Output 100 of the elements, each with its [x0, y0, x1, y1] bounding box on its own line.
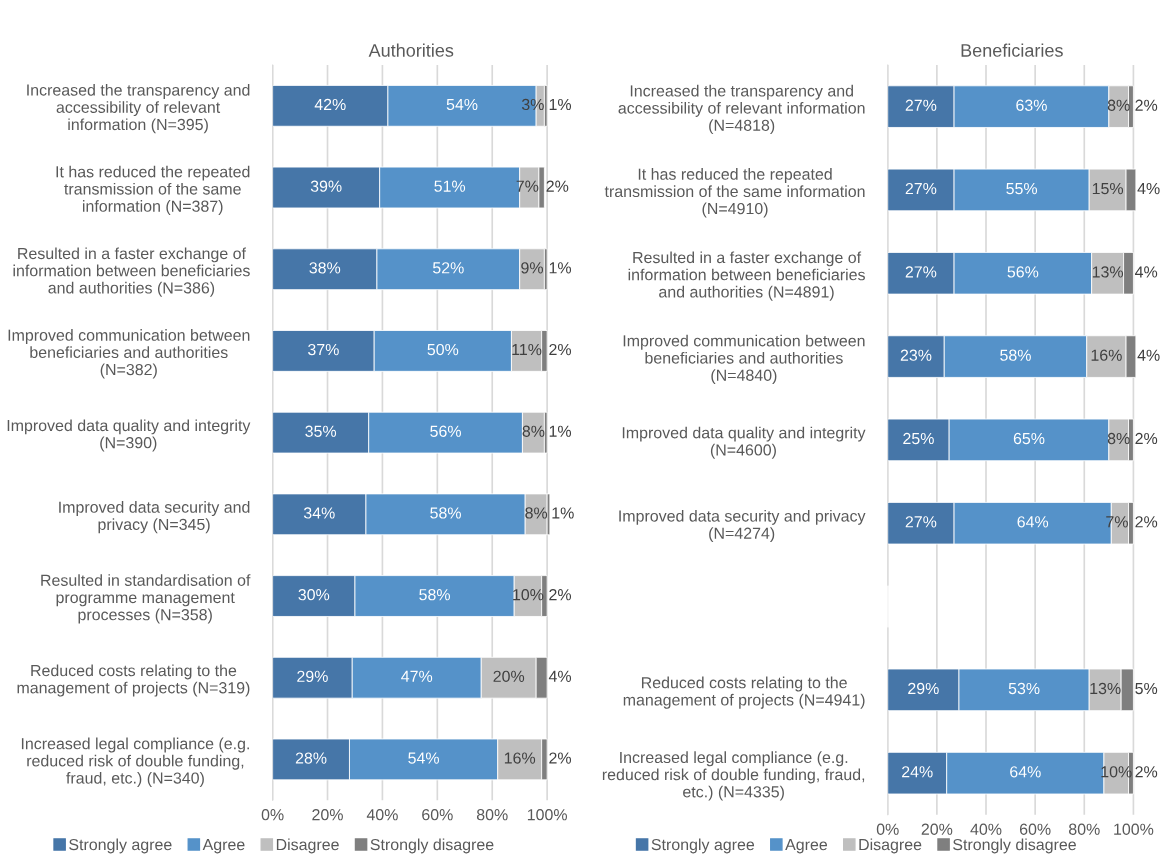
data-label: 63% — [1016, 99, 1047, 111]
data-label: 29% — [297, 670, 328, 683]
data-label: 10% — [513, 589, 544, 601]
data-label: 2% — [549, 589, 572, 601]
legend-label: Disagree — [276, 838, 339, 854]
data-label: 55% — [1006, 183, 1038, 195]
data-label: 56% — [1007, 266, 1039, 278]
x-tick-label: 0% — [261, 809, 284, 821]
data-label: 4% — [1137, 183, 1160, 195]
data-label: 34% — [303, 507, 335, 519]
x-tick-label: 80% — [476, 809, 508, 821]
data-label: 8% — [525, 507, 548, 519]
y-tick-label: Resulted in a faster exchange of information between beneficiaries and authorities (N=386) — [13, 247, 250, 297]
data-label: 53% — [1008, 682, 1040, 695]
y-tick-label: Improved data quality and integrity (N=4600) — [622, 426, 866, 459]
data-label: 50% — [427, 343, 459, 356]
x-tick-label: 80% — [1068, 823, 1100, 835]
data-label: 29% — [908, 682, 939, 695]
data-label: 16% — [1091, 349, 1122, 361]
data-label: 52% — [432, 262, 464, 274]
y-tick-label: Improved data security and privacy (N=4274) — [619, 509, 866, 543]
legend-label: Strongly disagree — [370, 838, 494, 854]
data-label: 4% — [1135, 266, 1158, 278]
data-label: 25% — [903, 432, 934, 445]
y-tick-label: Increased the transparency and accessibility of relevant information (N=4818) — [618, 84, 865, 135]
data-label: 30% — [298, 589, 330, 601]
data-label: 58% — [430, 507, 461, 519]
data-label: 58% — [419, 589, 450, 601]
data-label: 47% — [401, 670, 433, 682]
data-label: 54% — [408, 752, 440, 764]
y-tick-label: Increased legal compliance (e.g. reduced risk of double funding, fraud, etc.) (N=4335) — [602, 751, 865, 801]
data-label: 54% — [446, 98, 478, 111]
data-label: 64% — [1017, 516, 1049, 528]
x-tick-label: 40% — [366, 809, 398, 821]
x-tick-label: 100% — [527, 809, 567, 821]
data-label: 28% — [295, 752, 327, 764]
y-tick-label: It has reduced the repeated transmission of the same information (N=4910) — [604, 168, 865, 218]
data-label: 2% — [546, 180, 569, 192]
data-label: 1% — [549, 262, 572, 274]
x-tick-label: 60% — [1019, 823, 1051, 835]
y-tick-label: Resulted in a faster exchange of information between beneficiaries and authorities (N=4891) — [628, 251, 865, 301]
y-tick-label: Improved communication between beneficiaries and authorities (N=4840) — [623, 334, 865, 385]
chart-title: Beneficiaries — [961, 43, 1063, 57]
y-tick-label: Improved data security and privacy (N=345) — [59, 501, 250, 534]
data-label: 24% — [902, 766, 933, 778]
data-label: 16% — [504, 752, 536, 764]
legend-label: Agree — [202, 839, 245, 854]
x-tick-label: 0% — [876, 823, 899, 835]
data-label: 15% — [1092, 183, 1124, 195]
data-label: 2% — [549, 752, 572, 764]
data-label: 23% — [900, 349, 932, 361]
data-label: 2% — [1135, 766, 1158, 778]
data-label: 2% — [549, 343, 572, 356]
data-label: 39% — [310, 180, 342, 192]
data-label: 2% — [1135, 516, 1158, 528]
x-tick-label: 20% — [312, 809, 343, 821]
legend-label: Strongly disagree — [953, 838, 1076, 854]
data-label: 42% — [314, 98, 346, 111]
data-label: 35% — [305, 425, 337, 437]
data-label: 20% — [493, 670, 525, 683]
x-tick-label: 40% — [970, 823, 1002, 835]
data-label: 58% — [1000, 349, 1031, 361]
chart-title: Authorities — [368, 43, 454, 57]
data-label: 27% — [905, 516, 937, 528]
x-tick-label: 100% — [1114, 823, 1154, 835]
data-label: 27% — [905, 266, 937, 278]
data-label: 4% — [548, 670, 572, 682]
y-tick-label: Increased legal compliance (e.g. reduced risk of double funding, fraud, etc.) (N=340) — [21, 737, 249, 787]
data-label: 8% — [1107, 99, 1130, 111]
data-label: 64% — [1010, 766, 1041, 778]
data-label: 2% — [1135, 432, 1158, 445]
x-tick-label: 60% — [422, 809, 453, 821]
y-tick-label: Reduced costs relating to the management of projects (N=4941) — [623, 676, 865, 709]
data-label: 27% — [905, 99, 937, 111]
data-label: 51% — [434, 180, 466, 192]
legend-label: Disagree — [859, 838, 922, 854]
y-tick-label: Reduced costs relating to the management of projects (N=319) — [17, 664, 250, 697]
data-label: 1% — [549, 98, 572, 111]
y-tick-label: It has reduced the repeated transmission of the same information (N=387) — [56, 165, 250, 215]
data-label: 65% — [1013, 432, 1045, 445]
data-label: 2% — [1135, 99, 1158, 111]
data-label: 27% — [905, 182, 937, 195]
data-label: 9% — [521, 262, 544, 274]
data-label: 4% — [1137, 349, 1160, 361]
data-label: 13% — [1090, 682, 1121, 695]
data-label: 8% — [1107, 432, 1130, 445]
data-label: 5% — [1135, 682, 1158, 695]
y-tick-label: Improved communication between beneficiaries and authorities (N=382) — [8, 329, 250, 379]
data-label: 1% — [552, 507, 574, 519]
data-label: 11% — [512, 343, 542, 356]
y-tick-label: Resulted in standardisation of programme management processes (N=358) — [41, 574, 251, 624]
data-label: 56% — [430, 425, 461, 437]
data-label: 8% — [522, 425, 545, 437]
x-tick-label: 20% — [921, 823, 953, 835]
y-tick-label: Increased the transparency and accessibility of relevant information (N=395) — [27, 84, 250, 134]
data-label: 13% — [1092, 266, 1124, 278]
data-label: 37% — [308, 343, 339, 356]
legend-label: Strongly agree — [69, 838, 172, 854]
data-label: 38% — [309, 262, 341, 274]
legend-label: Strongly agree — [651, 838, 755, 854]
